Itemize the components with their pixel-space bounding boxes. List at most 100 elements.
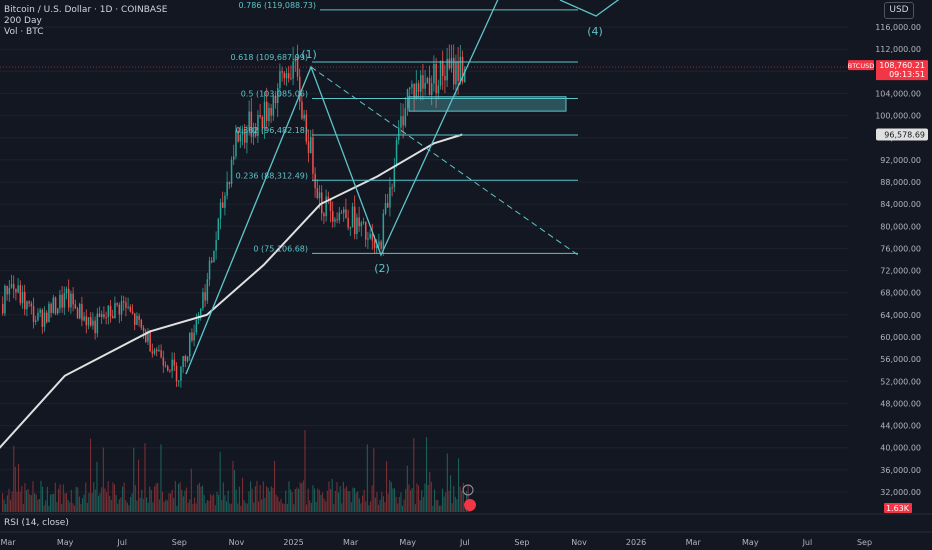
volume-bar <box>130 497 132 512</box>
volume-bar <box>387 493 389 512</box>
fib-level-label: 0.5 (103,085.06) <box>241 89 308 98</box>
candle-body <box>343 209 345 213</box>
volume-bar <box>448 490 450 512</box>
candle-body <box>230 159 233 185</box>
volume-bar <box>235 489 237 512</box>
volume-bar <box>53 493 55 512</box>
candle-body <box>389 187 391 208</box>
volume-bar <box>322 492 324 512</box>
volume-bar <box>357 491 359 512</box>
volume-bar <box>379 499 381 512</box>
volume-bar <box>94 489 96 512</box>
volume-bar <box>16 491 18 512</box>
price-tick-label: 112,000.00 <box>875 45 921 54</box>
fib-level-label: 0.382 (96,482.18) <box>236 126 308 135</box>
candle-body <box>424 82 426 89</box>
price-tick-label: 44,000.00 <box>880 422 921 431</box>
volume-bar <box>269 491 271 512</box>
volume-bar <box>275 494 277 512</box>
volume-bar <box>162 491 164 512</box>
volume-bar <box>110 499 112 512</box>
volume-bar <box>59 484 61 512</box>
volume-bar <box>168 493 170 512</box>
candle-body <box>255 127 257 136</box>
candle-body <box>202 292 204 309</box>
volume-bar <box>218 494 220 512</box>
candle-body <box>134 313 136 325</box>
volume-bar <box>58 488 60 512</box>
volume-bar <box>69 502 71 512</box>
volume-bar <box>320 494 322 512</box>
candle-body <box>41 309 44 327</box>
candle-body <box>112 316 114 319</box>
support-zone-box <box>408 96 567 112</box>
volume-bar <box>318 489 320 512</box>
volume-bar <box>272 488 274 512</box>
volume-bar <box>355 492 357 512</box>
volume-bar <box>78 496 80 512</box>
time-tick-label: Jul <box>459 538 470 547</box>
candle-body <box>312 137 314 174</box>
volume-bar <box>170 493 172 512</box>
volume-bar <box>294 488 296 512</box>
volume-bar <box>368 505 370 512</box>
candle-body <box>140 319 143 328</box>
volume-bar <box>325 501 327 512</box>
candle-body <box>283 72 286 79</box>
volume-bar <box>400 492 402 512</box>
candle-body <box>79 303 81 319</box>
volume-bar <box>411 488 413 512</box>
candle-body <box>279 71 281 89</box>
volume-bar <box>18 463 20 512</box>
volume-bar <box>3 499 5 512</box>
candle-body <box>32 306 35 322</box>
volume-bar <box>349 491 351 512</box>
candle-body <box>193 332 195 341</box>
candle-body <box>184 355 187 362</box>
candle-body <box>307 141 310 154</box>
candle-body <box>2 303 4 314</box>
volume-bar <box>373 448 375 512</box>
candle-body <box>226 182 228 196</box>
volume-indicator-label[interactable]: Vol · BTC <box>4 27 44 37</box>
price-tick-label: 56,000.00 <box>880 355 921 364</box>
price-tick-label: 88,000.00 <box>880 178 921 187</box>
volume-bar <box>278 501 280 512</box>
candle-body <box>318 192 321 199</box>
candle-body <box>142 327 145 332</box>
candle-body <box>37 312 39 321</box>
volume-bar <box>219 451 221 512</box>
candle-body <box>351 206 354 228</box>
volume-bar <box>389 480 391 512</box>
volume-bar <box>333 504 335 512</box>
volume-bar <box>42 486 44 512</box>
wave-label: (4) <box>587 25 603 38</box>
candle-body <box>222 202 224 208</box>
price-tick-label: 36,000.00 <box>880 466 921 475</box>
time-tick-label: 2026 <box>626 538 646 547</box>
volume-bar <box>90 438 92 512</box>
candle-body <box>398 127 400 140</box>
candle-body <box>310 137 312 154</box>
volume-bar <box>445 492 447 512</box>
current-price-tag-bg <box>876 60 928 81</box>
volume-bar <box>186 487 188 512</box>
volume-bar <box>173 498 175 512</box>
volume-bar <box>48 505 50 512</box>
candle-body <box>101 314 103 318</box>
candle-body <box>81 303 83 321</box>
currency-button[interactable]: USD <box>884 2 914 19</box>
candle-body <box>180 366 182 381</box>
candle-body <box>250 111 253 137</box>
volume-bar <box>339 486 341 512</box>
candle-body <box>327 196 330 199</box>
candle-body <box>169 370 171 372</box>
volume-bar <box>160 444 162 512</box>
candle-body <box>171 359 173 371</box>
rsi-indicator-label[interactable]: RSI (14, close) <box>4 518 69 528</box>
ma-indicator-label[interactable]: 200 Day <box>4 16 42 26</box>
volume-bar <box>214 505 216 512</box>
volume-bar <box>206 500 208 512</box>
volume-bar <box>296 487 298 512</box>
